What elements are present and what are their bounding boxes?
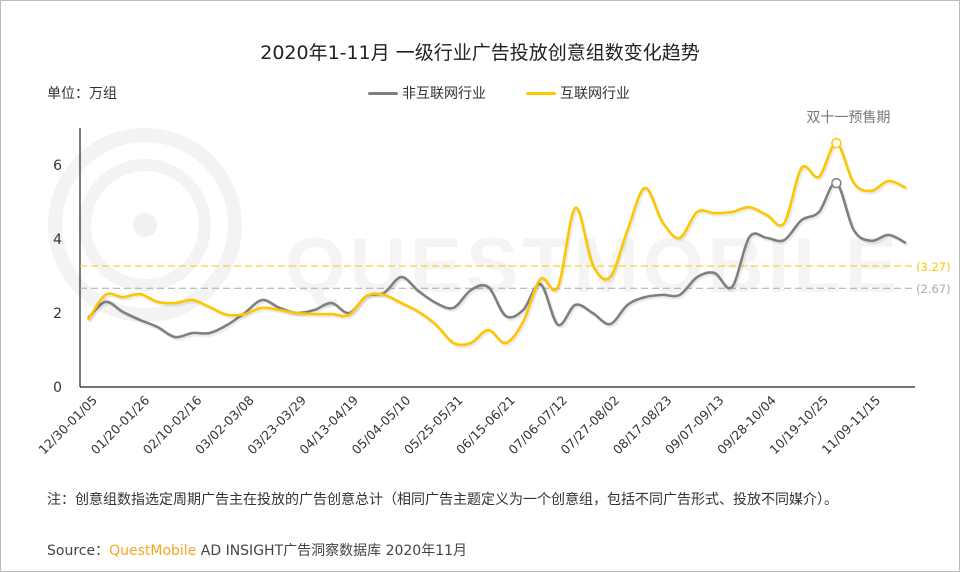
legend-swatch-gray xyxy=(368,91,398,95)
legend-label: 互联网行业 xyxy=(560,86,630,102)
reference-line-label: (2.67) xyxy=(916,282,951,296)
source-prefix: Source： xyxy=(47,543,110,559)
watermark-dot-icon xyxy=(133,213,157,237)
unit-label: 单位：万组 xyxy=(47,86,117,102)
legend-item-non-internet: 非互联网行业 xyxy=(368,83,486,103)
chart-title: 2020年1-11月 一级行业广告投放创意组数变化趋势 xyxy=(260,42,700,64)
source-rest: AD INSIGHT广告洞察数据库 2020年11月 xyxy=(196,543,468,559)
watermark-ring-icon xyxy=(48,128,242,322)
legend-item-internet: 互联网行业 xyxy=(526,83,630,103)
source-brand: QuestMobile xyxy=(109,543,197,559)
legend-swatch-yellow xyxy=(526,91,556,95)
series-line-internet xyxy=(86,141,907,347)
source-line: Source：QuestMobile AD INSIGHT广告洞察数据库 202… xyxy=(47,540,467,560)
y-tick-label: 0 xyxy=(53,380,62,396)
y-tick-label: 2 xyxy=(53,306,62,322)
y-tick-label: 6 xyxy=(53,158,62,174)
reference-line-label: (3.27) xyxy=(916,260,951,274)
footnote: 注：创意组数指选定周期广告主在投放的广告创意总计（相同广告主题定义为一个创意组，… xyxy=(47,492,838,508)
peak-marker xyxy=(831,177,842,189)
legend-label: 非互联网行业 xyxy=(402,86,486,102)
series-line-non-internet xyxy=(87,181,907,339)
y-tick-label: 4 xyxy=(53,232,62,248)
annotation-label: 双十一预售期 xyxy=(806,110,890,126)
watermark-logo: QUESTMOBILE xyxy=(285,221,901,309)
watermark-ring-icon xyxy=(79,159,211,291)
peak-marker xyxy=(831,137,842,149)
